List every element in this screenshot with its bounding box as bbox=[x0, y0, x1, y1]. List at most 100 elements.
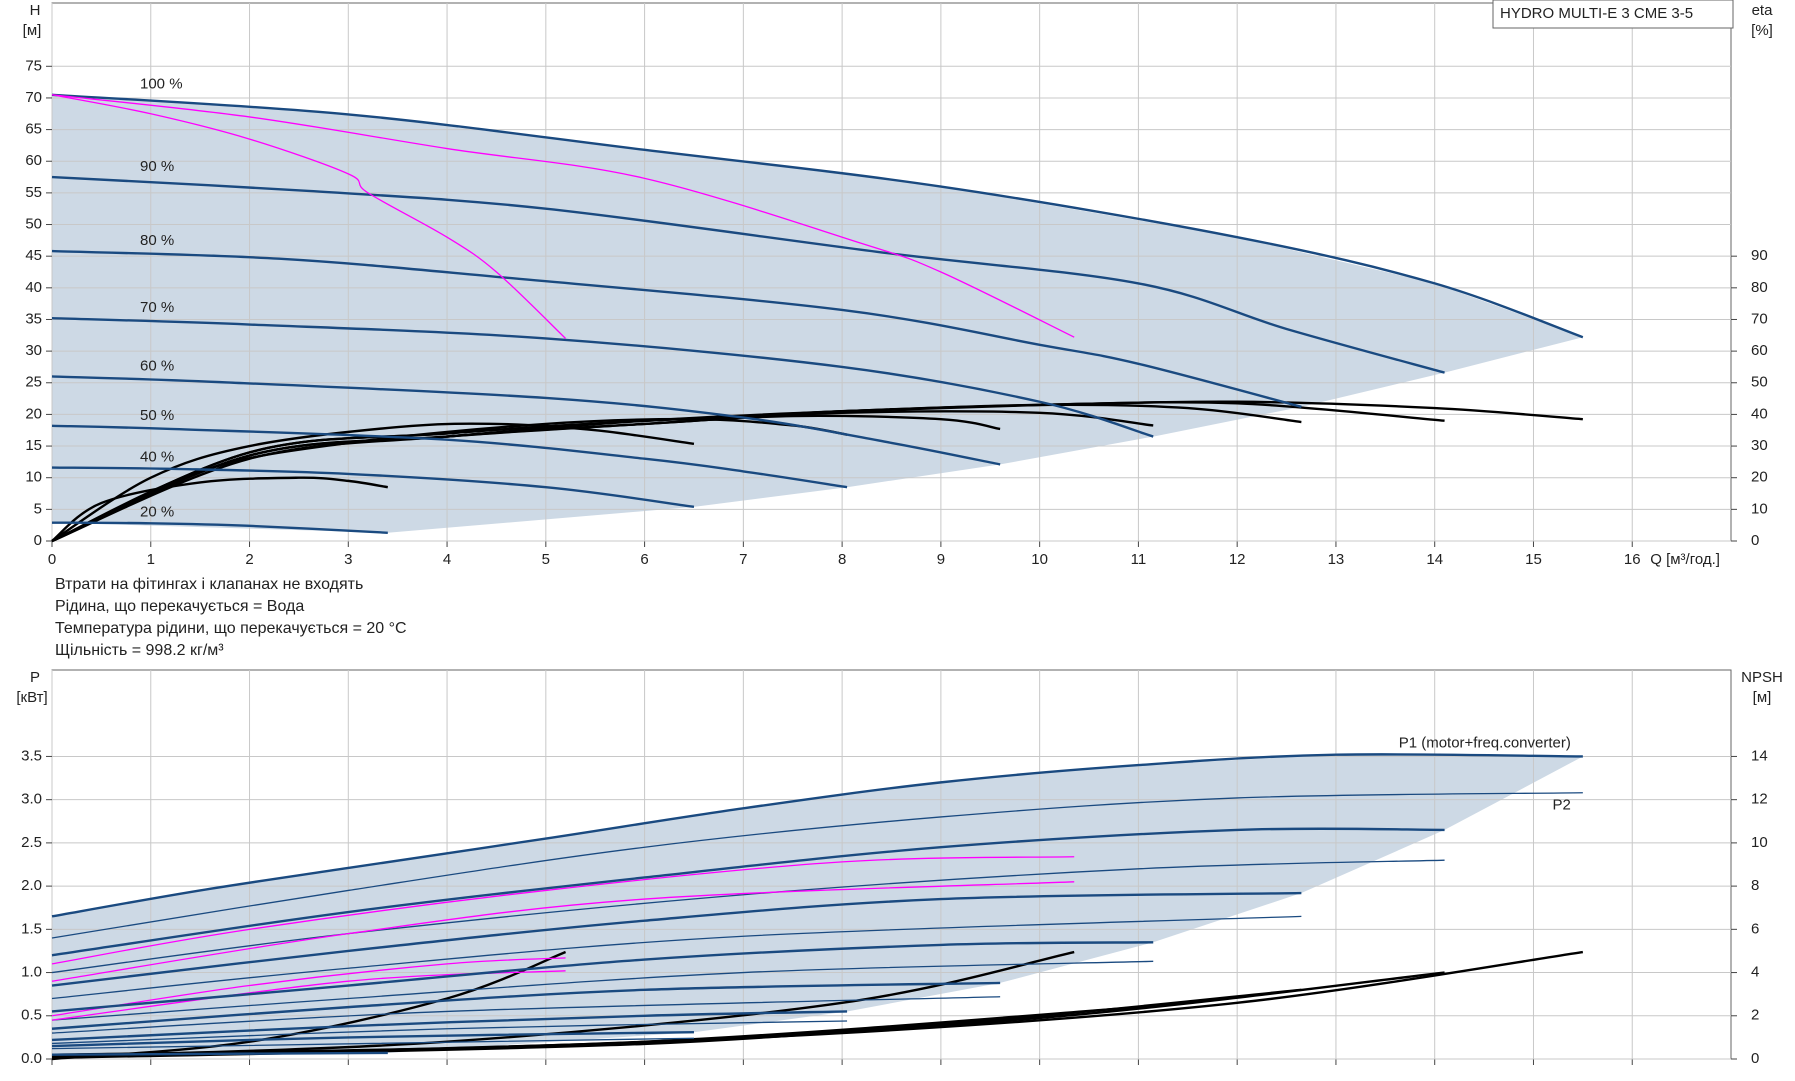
x-tick-label: 6 bbox=[640, 551, 648, 568]
y2-tick-label: 80 bbox=[1751, 279, 1768, 296]
x-tick-label: 5 bbox=[542, 551, 550, 568]
y-tick-label: 25 bbox=[25, 374, 42, 391]
p1-curve bbox=[51, 941, 1154, 1013]
y-tick-label: 65 bbox=[25, 121, 42, 138]
y-tick-label: 45 bbox=[25, 247, 42, 264]
y-tick-label: 2.0 bbox=[21, 877, 42, 894]
p2-curve bbox=[51, 859, 1445, 974]
head-curve bbox=[51, 93, 1584, 339]
note: Температура рідини, що перекачується = 2… bbox=[55, 620, 407, 637]
y-tick-label: 5 bbox=[34, 500, 42, 517]
p1-curve bbox=[51, 1031, 694, 1048]
y-tick-label: 1.5 bbox=[21, 920, 42, 937]
p1-curve bbox=[51, 1010, 848, 1042]
p2-curve bbox=[51, 1020, 848, 1045]
y2-tick-label: 10 bbox=[1751, 834, 1768, 851]
note: Рідина, що перекачується = Вода bbox=[55, 598, 304, 615]
x-tick-label: 15 bbox=[1525, 551, 1542, 568]
head-curve bbox=[51, 521, 388, 534]
x-tick-label: 2 bbox=[245, 551, 253, 568]
x-tick-label: 8 bbox=[838, 551, 846, 568]
head-curve bbox=[51, 375, 1001, 466]
p_extra-curve bbox=[51, 881, 1075, 982]
head-curve bbox=[51, 466, 695, 509]
x-tick-label: 0 bbox=[48, 551, 56, 568]
y2-tick-label: 6 bbox=[1751, 920, 1759, 937]
title-box bbox=[1492, 0, 1734, 29]
note: Щільність = 998.2 кг/м³ bbox=[55, 642, 224, 659]
y-tick-label: 3.5 bbox=[21, 747, 42, 764]
y-axis-label: H bbox=[30, 2, 41, 19]
y-tick-label: 3.0 bbox=[21, 791, 42, 808]
y2-tick-label: 70 bbox=[1751, 310, 1768, 327]
head-curve bbox=[51, 249, 1302, 408]
y-tick-label: 10 bbox=[25, 469, 42, 486]
y-tick-label: 40 bbox=[25, 279, 42, 296]
y2-tick-label: 50 bbox=[1751, 374, 1768, 391]
npsh-curve bbox=[51, 950, 1075, 1059]
x-tick-label: 12 bbox=[1229, 551, 1246, 568]
y2-tick-label: 60 bbox=[1751, 342, 1768, 359]
operating-area bbox=[52, 754, 1583, 1055]
p2-curve bbox=[51, 915, 1302, 1000]
y-tick-label: 35 bbox=[25, 310, 42, 327]
p2-label: P2 bbox=[1552, 797, 1570, 814]
y2-axis-unit: [%] bbox=[1751, 22, 1773, 39]
y-tick-label: 0.5 bbox=[21, 1007, 42, 1024]
y2-tick-label: 30 bbox=[1751, 437, 1768, 454]
eta-curve bbox=[51, 476, 388, 542]
p1-label: P1 (motor+freq.converter) bbox=[1399, 734, 1571, 751]
y-axis-label: P bbox=[30, 669, 40, 686]
p_extra-curve bbox=[51, 856, 1075, 965]
y-tick-label: 15 bbox=[25, 437, 42, 454]
y-tick-label: 0.0 bbox=[21, 1050, 42, 1067]
y-axis-unit: [кВт] bbox=[16, 689, 47, 706]
eta-curve bbox=[51, 414, 1001, 543]
eta-curve bbox=[51, 417, 848, 543]
x-tick-label: 1 bbox=[147, 551, 155, 568]
y2-tick-label: 20 bbox=[1751, 469, 1768, 486]
y-tick-label: 30 bbox=[25, 342, 42, 359]
y2-tick-label: 90 bbox=[1751, 247, 1768, 264]
chart-title: HYDRO MULTI-E 3 CME 3-5 bbox=[1500, 5, 1693, 22]
y2-tick-label: 10 bbox=[1751, 500, 1768, 517]
y2-tick-label: 2 bbox=[1751, 1007, 1759, 1024]
npsh-curve bbox=[51, 1017, 1001, 1060]
speed-label: 20 % bbox=[140, 504, 174, 521]
y-tick-label: 50 bbox=[25, 215, 42, 232]
p1-curve bbox=[51, 891, 1302, 987]
speed-label: 50 % bbox=[140, 407, 174, 424]
note: Втрати на фітингах і клапанах не входять bbox=[55, 576, 363, 593]
operating-area bbox=[52, 94, 1583, 533]
x-tick-label: 10 bbox=[1031, 551, 1048, 568]
head-curve bbox=[51, 317, 1154, 438]
p1-curve bbox=[51, 827, 1445, 957]
y-tick-label: 2.5 bbox=[21, 834, 42, 851]
y2-tick-label: 12 bbox=[1751, 791, 1768, 808]
y2-tick-label: 40 bbox=[1751, 405, 1768, 422]
y2-tick-label: 8 bbox=[1751, 877, 1759, 894]
y2-tick-label: 0 bbox=[1751, 1050, 1759, 1067]
p_extra-curve bbox=[51, 970, 566, 1021]
y-tick-label: 60 bbox=[25, 152, 42, 169]
p2-curve bbox=[51, 1037, 694, 1050]
x-tick-label: 4 bbox=[443, 551, 451, 568]
p2-curve bbox=[51, 792, 1583, 939]
y2-tick-label: 0 bbox=[1751, 532, 1759, 549]
x-tick-label: 14 bbox=[1426, 551, 1443, 568]
y2-axis-label: NPSH bbox=[1741, 669, 1783, 686]
p1-curve bbox=[51, 981, 1001, 1030]
y2-axis-label: eta bbox=[1752, 2, 1774, 19]
x-tick-label: 16 bbox=[1624, 551, 1641, 568]
y-axis-unit: [м] bbox=[23, 22, 42, 39]
speed-label: 100 % bbox=[140, 76, 183, 93]
p2-curve bbox=[51, 996, 1001, 1034]
x-axis-label: Q [м³/год.] bbox=[1650, 551, 1720, 568]
head_extra-curve bbox=[51, 94, 1075, 338]
speed-label: 90 % bbox=[140, 158, 174, 175]
y2-tick-label: 14 bbox=[1751, 747, 1768, 764]
x-tick-label: 13 bbox=[1328, 551, 1345, 568]
x-tick-label: 11 bbox=[1131, 551, 1147, 568]
speed-label: 80 % bbox=[140, 232, 174, 249]
